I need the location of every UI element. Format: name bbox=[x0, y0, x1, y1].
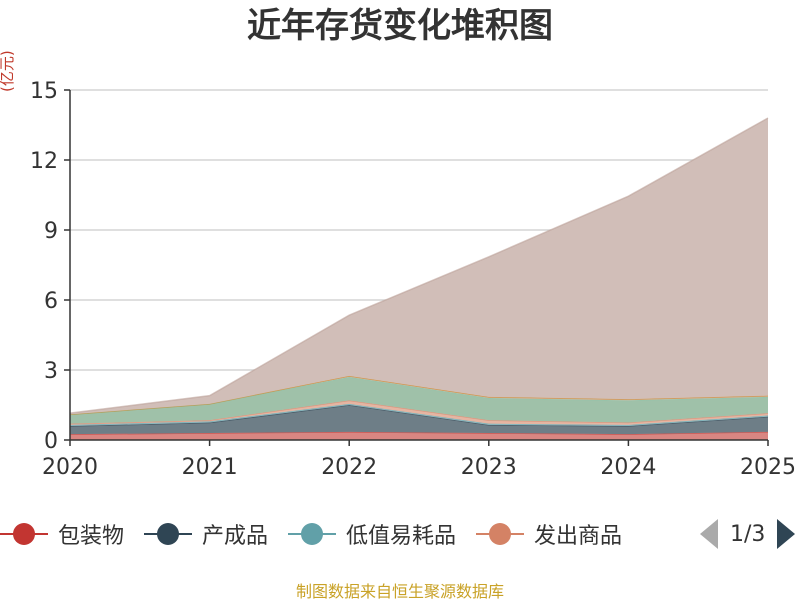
legend-label: 包装物 bbox=[58, 524, 125, 549]
y-tick-label: 9 bbox=[44, 219, 58, 244]
area-series-6 bbox=[70, 118, 768, 415]
area-series-4 bbox=[70, 377, 768, 424]
axes bbox=[64, 89, 769, 446]
legend-marker-icon bbox=[288, 522, 337, 546]
legend-label: 发出商品 bbox=[534, 524, 623, 549]
y-tick-label: 15 bbox=[30, 79, 58, 104]
y-tick-label: 0 bbox=[44, 429, 58, 454]
legend-item-fachushangpin[interactable]: 发出商品 bbox=[476, 518, 622, 550]
y-tick-label: 6 bbox=[44, 289, 58, 314]
series-line-6 bbox=[69, 117, 769, 414]
data-source-footer: 制图数据来自恒生聚源数据库 bbox=[295, 582, 504, 601]
area-series-3 bbox=[70, 400, 768, 425]
area-series-0 bbox=[70, 431, 768, 440]
legend-pager: 1/3 bbox=[700, 517, 796, 551]
legend-marker-icon bbox=[476, 522, 525, 546]
series-line-1 bbox=[69, 404, 769, 427]
legend-dot bbox=[13, 523, 35, 545]
pager-text: 1/3 bbox=[730, 521, 766, 547]
legend: 包装物 产成品 低值易耗品 发出商品 bbox=[0, 512, 800, 556]
x-tick-label: 2024 bbox=[600, 455, 656, 480]
legend-item-baozhuangwu[interactable]: 包装物 bbox=[0, 518, 124, 550]
x-tick-label: 2020 bbox=[42, 455, 98, 480]
legend-dot bbox=[489, 523, 512, 545]
y-tick-label: 12 bbox=[30, 149, 58, 174]
legend-marker-icon bbox=[144, 522, 193, 546]
area-series bbox=[69, 117, 769, 440]
next-page-arrow-icon[interactable] bbox=[777, 519, 796, 549]
legend-dot bbox=[157, 523, 180, 545]
tick-labels: 0 3 6 9 12 15 2020 2021 2022 2023 2024 2025 bbox=[30, 79, 796, 480]
chart-title: 近年存货变化堆积图 bbox=[247, 6, 553, 46]
area-series-1 bbox=[70, 405, 768, 435]
prev-page-arrow-icon[interactable] bbox=[700, 519, 718, 549]
legend-item-dizhiyihaopin[interactable]: 低值易耗品 bbox=[288, 518, 456, 550]
x-tick-label: 2021 bbox=[182, 455, 238, 480]
legend-item-chanchengpin[interactable]: 产成品 bbox=[144, 518, 268, 550]
legend-label: 低值易耗品 bbox=[346, 524, 457, 549]
legend-marker-icon bbox=[0, 522, 48, 546]
x-tick-label: 2023 bbox=[461, 455, 517, 480]
y-tick-label: 3 bbox=[44, 359, 58, 384]
legend-dot bbox=[301, 523, 324, 545]
x-tick-label: 2025 bbox=[740, 455, 796, 480]
legend-label: 产成品 bbox=[202, 524, 269, 549]
x-tick-label: 2022 bbox=[321, 455, 377, 480]
